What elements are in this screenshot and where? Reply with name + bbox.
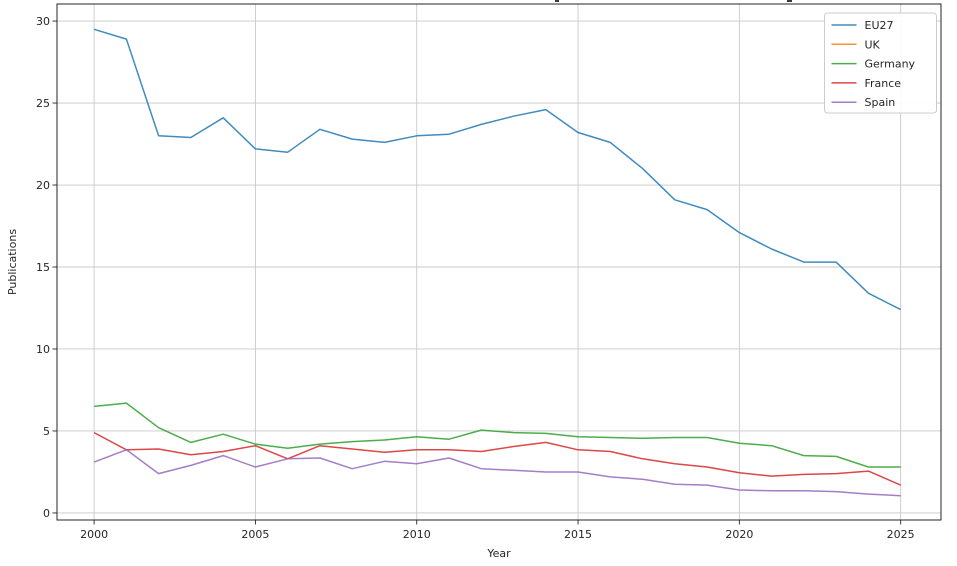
legend-label-eu27: EU27 xyxy=(865,19,894,32)
x-tick-label: 2015 xyxy=(564,528,592,541)
clipped-title-fragment xyxy=(787,0,792,2)
x-axis-label: Year xyxy=(486,547,511,560)
legend-label-germany: Germany xyxy=(865,58,916,71)
legend-label-spain: Spain xyxy=(865,96,896,109)
plot-frame xyxy=(56,3,942,521)
legend-label-france: France xyxy=(865,77,902,90)
series-line-france xyxy=(93,431,901,486)
series-line-eu27 xyxy=(93,28,902,311)
frame-layer xyxy=(56,3,942,521)
y-axis-label: Publications xyxy=(6,229,19,295)
legend-item-france: France xyxy=(831,77,902,90)
legend-item-spain: Spain xyxy=(831,96,896,109)
x-tick-label: 2025 xyxy=(887,528,915,541)
legend-item-uk: UK xyxy=(831,38,881,51)
y-tick-label: 30 xyxy=(36,15,50,28)
x-tick-label: 2020 xyxy=(725,528,753,541)
clipped-title-fragment xyxy=(555,0,559,2)
legend-item-eu27: EU27 xyxy=(831,19,894,32)
y-tick-label: 0 xyxy=(43,507,50,520)
x-tick-label: 2000 xyxy=(80,528,108,541)
y-tick-label: 5 xyxy=(43,425,50,438)
x-tick-label: 2005 xyxy=(241,528,269,541)
y-tick-label: 20 xyxy=(36,179,50,192)
legend-item-germany: Germany xyxy=(831,58,916,71)
y-tick-label: 10 xyxy=(36,343,50,356)
series-line-spain xyxy=(93,449,901,497)
legend-box xyxy=(824,12,937,114)
series-layer xyxy=(93,28,902,497)
series-line-germany xyxy=(94,402,901,468)
y-tick-label: 15 xyxy=(36,261,50,274)
x-tick-label: 2010 xyxy=(403,528,431,541)
y-tick-label: 25 xyxy=(36,97,50,110)
legend-label-uk: UK xyxy=(865,38,881,51)
legend: EU27 UK Germany France Spain xyxy=(824,12,937,114)
